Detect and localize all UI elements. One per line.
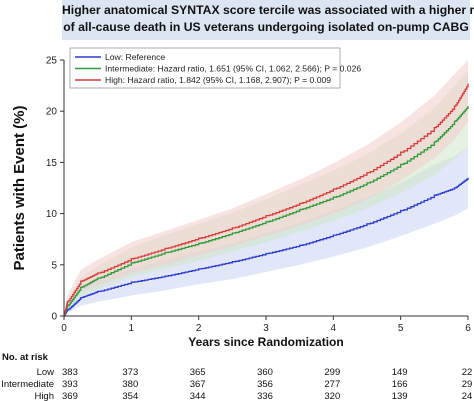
risk-row-label-2: High bbox=[34, 391, 54, 401]
risk-cell-2-2: 344 bbox=[190, 391, 206, 401]
y-tick-label-5: 25 bbox=[46, 56, 58, 67]
risk-row-label-1: Intermediate bbox=[1, 379, 54, 390]
risk-cell-0-1: 373 bbox=[122, 367, 138, 378]
chart-title-banner: Higher anatomical SYNTAX score tercile w… bbox=[62, 0, 474, 40]
risk-cell-2-0: 369 bbox=[62, 391, 78, 401]
risk-cell-2-4: 320 bbox=[324, 391, 340, 401]
legend-label-0: Low: Reference bbox=[105, 52, 165, 62]
risk-cell-0-5: 149 bbox=[392, 367, 408, 378]
risk-cell-1-6: 29 bbox=[462, 379, 473, 390]
risk-cell-0-6: 22 bbox=[462, 367, 473, 378]
risk-cell-1-5: 166 bbox=[392, 379, 408, 390]
x-tick-label-4: 4 bbox=[331, 323, 337, 334]
ci-band-0 bbox=[64, 147, 468, 316]
risk-cell-0-2: 365 bbox=[190, 367, 206, 378]
risk-cell-1-2: 367 bbox=[190, 379, 206, 390]
y-tick-label-1: 5 bbox=[51, 260, 57, 271]
x-tick-label-2: 2 bbox=[196, 323, 202, 334]
risk-table-title: No. at risk bbox=[2, 352, 49, 363]
risk-cell-1-1: 380 bbox=[122, 379, 138, 390]
legend-label-2: High: Hazard ratio, 1.842 (95% CI, 1.168… bbox=[105, 75, 331, 85]
risk-cell-1-4: 277 bbox=[324, 379, 340, 390]
x-tick-label-3: 3 bbox=[263, 323, 269, 334]
y-axis-label: Patients with Event (%) bbox=[11, 105, 28, 270]
risk-cell-2-1: 354 bbox=[122, 391, 138, 401]
y-tick-label-0: 0 bbox=[51, 312, 57, 323]
risk-cell-2-6: 24 bbox=[462, 391, 473, 401]
series-line-0 bbox=[63, 177, 469, 317]
x-axis-label: Years since Randomization bbox=[188, 335, 343, 349]
chart-title-line-1: Higher anatomical SYNTAX score tercile w… bbox=[62, 3, 474, 17]
legend-label-1: Intermediate: Hazard ratio, 1.651 (95% C… bbox=[105, 64, 361, 74]
series-line-2 bbox=[63, 83, 469, 317]
y-tick-label-4: 20 bbox=[46, 107, 58, 118]
risk-cell-2-3: 336 bbox=[257, 391, 273, 401]
chart-title-line-2: of all-cause death in US veterans underg… bbox=[63, 20, 469, 34]
risk-cell-0-3: 360 bbox=[257, 367, 273, 378]
legend-box bbox=[69, 47, 341, 89]
x-tick-label-5: 5 bbox=[398, 323, 404, 334]
risk-row-label-0: Low bbox=[37, 367, 55, 378]
series-line-1 bbox=[63, 106, 469, 317]
x-tick-label-0: 0 bbox=[61, 323, 67, 334]
risk-cell-1-3: 356 bbox=[257, 379, 273, 390]
risk-cell-1-0: 393 bbox=[62, 379, 78, 390]
risk-cell-0-0: 383 bbox=[62, 367, 78, 378]
y-tick-label-3: 15 bbox=[46, 158, 58, 169]
y-tick-label-2: 10 bbox=[46, 209, 58, 220]
risk-cell-0-4: 299 bbox=[324, 367, 340, 378]
x-tick-label-1: 1 bbox=[129, 323, 135, 334]
x-tick-label-6: 6 bbox=[465, 323, 471, 334]
risk-cell-2-5: 139 bbox=[392, 391, 408, 401]
